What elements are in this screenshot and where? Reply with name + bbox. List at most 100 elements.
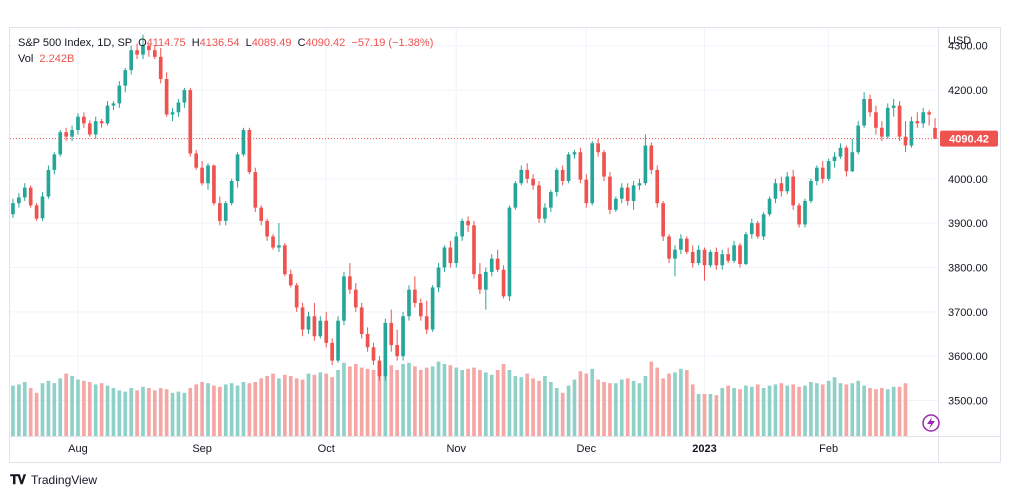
volume-bar — [891, 386, 896, 436]
legend-high-value: 4136.54 — [199, 37, 240, 49]
candle-body — [608, 176, 612, 210]
volume-bar — [182, 392, 187, 436]
candle-body — [40, 196, 45, 219]
candle-body — [430, 287, 435, 330]
candle-body — [472, 225, 476, 275]
candle-body — [525, 169, 530, 179]
volume-bar — [99, 383, 104, 436]
volume-bar — [294, 378, 299, 436]
volume-bar — [87, 382, 92, 436]
candle-body — [229, 181, 234, 204]
volume-bar — [690, 384, 695, 436]
candle-body — [744, 234, 748, 264]
candle-body — [838, 147, 843, 157]
candle-body — [135, 50, 139, 55]
candle-body — [466, 220, 470, 226]
candle-body — [271, 236, 275, 248]
candle-body — [93, 121, 98, 135]
candle-body — [235, 154, 240, 181]
volume-bar — [342, 362, 346, 436]
volume-bar — [348, 366, 352, 436]
volume-bar — [466, 368, 470, 436]
volume-bar — [454, 367, 459, 436]
last-price-label: 4090.42 — [949, 134, 989, 146]
candle-body — [602, 152, 606, 177]
candle-body — [22, 187, 27, 198]
volume-bar — [170, 392, 175, 436]
volume-bar — [767, 385, 772, 436]
candle-body — [164, 79, 169, 115]
volume-bar — [608, 383, 612, 436]
legend-ohlc-line: S&P 500 Index, 1D, SP O4114.75 H4136.54 … — [18, 35, 433, 51]
volume-bar — [306, 373, 311, 436]
volume-bar — [247, 383, 252, 436]
volume-bar — [744, 385, 748, 436]
candle-body — [365, 334, 370, 348]
candle-body — [277, 245, 281, 248]
volume-bar — [714, 395, 719, 436]
volume-bar — [413, 366, 417, 436]
volume-bar — [584, 373, 589, 436]
candle-body — [549, 192, 553, 208]
currency-label: USD — [948, 35, 971, 47]
x-tick-label: Oct — [318, 443, 335, 455]
volume-bar — [52, 383, 57, 436]
legend-change: −57.19 (−1.38%) — [351, 37, 434, 49]
volume-bar — [188, 388, 193, 436]
volume-bar — [667, 373, 671, 436]
candle-body — [300, 307, 305, 330]
volume-bar — [809, 382, 813, 436]
volume-bar — [283, 374, 287, 436]
candle-body — [507, 207, 512, 297]
candle-body — [52, 154, 57, 170]
legend-volume-value: 2.242B — [39, 53, 75, 65]
y-tick-label: 3700.00 — [948, 307, 988, 319]
x-tick-label: Sep — [192, 443, 212, 455]
volume-bar — [164, 389, 169, 436]
candle-body — [241, 130, 246, 155]
volume-bar — [141, 386, 145, 436]
legend-open-value: 4114.75 — [146, 37, 186, 49]
candle-body — [17, 197, 21, 204]
candle-body — [206, 165, 210, 184]
candle-body — [874, 112, 878, 128]
volume-bar — [22, 382, 27, 436]
volume-bar — [460, 370, 465, 436]
candle-body — [11, 203, 15, 215]
candle-body — [661, 203, 665, 237]
volume-bar — [442, 364, 447, 436]
candle-body — [147, 45, 151, 51]
volume-bar — [779, 383, 784, 436]
candle-body — [797, 205, 801, 225]
volume-bar — [259, 378, 264, 436]
candle-body — [401, 316, 405, 357]
volume-bar — [838, 383, 843, 436]
candle-body — [371, 347, 376, 361]
y-tick-label: 4300.00 — [948, 41, 988, 53]
candle-body — [353, 289, 358, 308]
volume-bar — [885, 389, 890, 436]
candle-body — [478, 274, 482, 290]
tradingview-logo[interactable]: 𝐓𝐕 TradingView — [10, 472, 97, 488]
volume-bar — [82, 380, 86, 436]
volume-bar — [489, 374, 494, 436]
volume-bar — [749, 386, 754, 436]
candle-body — [436, 267, 441, 288]
volume-bar — [277, 378, 281, 436]
volume-bar — [117, 390, 122, 436]
volume-bar — [537, 380, 541, 436]
volume-bar — [897, 386, 902, 436]
volume-bar — [578, 371, 583, 436]
x-tick-label: Dec — [577, 443, 597, 455]
volume-bar — [874, 389, 878, 436]
candle-body — [820, 167, 825, 179]
volume-bar — [844, 384, 849, 436]
volume-bar — [868, 388, 872, 436]
candle-body — [554, 169, 559, 193]
candle-body — [862, 98, 866, 126]
volume-bar — [478, 370, 482, 436]
volume-bar — [377, 366, 382, 436]
volume-bar — [418, 370, 423, 436]
candle-body — [572, 152, 577, 155]
